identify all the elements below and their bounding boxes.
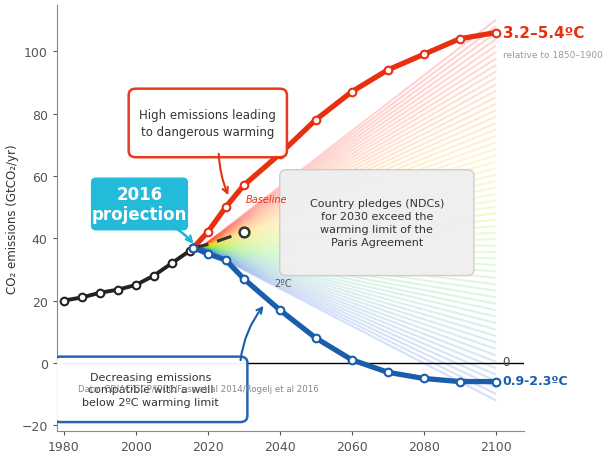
Text: Decreasing emissions
compatible with a well
below 2ºC warming limit: Decreasing emissions compatible with a w… xyxy=(82,372,219,407)
FancyBboxPatch shape xyxy=(129,90,287,158)
Text: 0: 0 xyxy=(503,355,510,368)
Text: 3.2–5.4ºC: 3.2–5.4ºC xyxy=(503,26,584,41)
Text: Country pledges (NDCs)
for 2030 exceed the
warming limit of the
Paris Agreement: Country pledges (NDCs) for 2030 exceed t… xyxy=(309,198,444,248)
Y-axis label: CO₂ emissions (GtCO₂/yr): CO₂ emissions (GtCO₂/yr) xyxy=(5,144,19,293)
Text: 2016
projection: 2016 projection xyxy=(92,185,187,224)
Text: High emissions leading
to dangerous warming: High emissions leading to dangerous warm… xyxy=(139,109,276,139)
FancyBboxPatch shape xyxy=(91,178,188,231)
FancyBboxPatch shape xyxy=(53,357,247,422)
Text: relative to 1850–1900: relative to 1850–1900 xyxy=(503,51,603,60)
Text: Baseline: Baseline xyxy=(246,195,287,205)
Text: Data: CDIAC/GCP/IPCC/Fuss et al 2014/Rogelj et al 2016: Data: CDIAC/GCP/IPCC/Fuss et al 2014/Rog… xyxy=(78,384,319,393)
Text: 0.9-2.3ºC: 0.9-2.3ºC xyxy=(503,374,568,386)
Text: 2ºC: 2ºC xyxy=(274,279,292,289)
FancyBboxPatch shape xyxy=(280,170,474,276)
